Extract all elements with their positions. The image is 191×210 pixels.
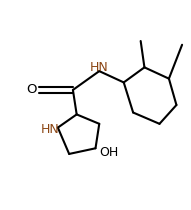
Text: HN: HN xyxy=(41,123,60,136)
Text: O: O xyxy=(26,83,37,96)
Text: OH: OH xyxy=(99,146,118,159)
Text: HN: HN xyxy=(90,61,109,74)
